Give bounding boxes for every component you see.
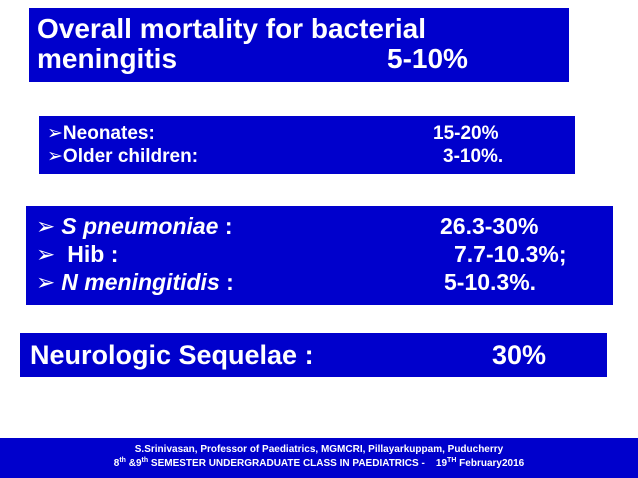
overall-mortality-box: Overall mortality for bacterial meningit… (29, 8, 569, 82)
age-group-value: 15-20% (433, 123, 499, 144)
arrow-bullet-icon: ➢ (36, 241, 56, 267)
age-group-label: Older children: (62, 146, 199, 167)
organism-name: Hib (67, 241, 105, 267)
overall-mortality-line2: meningitis 5-10% (37, 44, 569, 74)
organism-value: 7.7-10.3%; (454, 241, 567, 267)
organism-row-s-pneumoniae: ➢ S pneumoniae : 26.3-30% (36, 212, 613, 240)
organism-name: N meningitidis (61, 269, 220, 295)
arrow-bullet-icon: ➢ (47, 123, 63, 144)
footer-author-line: S.Srinivasan, Professor of Paediatrics, … (134, 444, 504, 455)
neurologic-sequelae-box: Neurologic Sequelae : 30% (20, 333, 607, 377)
arrow-bullet-icon: ➢ (47, 146, 63, 167)
organism-row-hib: ➢ Hib : 7.7-10.3%; (36, 240, 613, 268)
overall-mortality-value: 5-10% (387, 43, 468, 74)
organism-mortality-box: ➢ S pneumoniae : 26.3-30% ➢ Hib : 7.7-10.3… (26, 206, 613, 305)
age-group-row-older-children: ➢Older children: 3-10%. (47, 145, 575, 168)
overall-mortality-line1: Overall mortality for bacterial (37, 14, 569, 44)
organism-separator: : (218, 213, 233, 239)
organism-name: S pneumoniae (61, 213, 219, 239)
age-group-box: ➢Neonates: 15-20% ➢Older children: 3-10%… (39, 116, 575, 174)
age-group-value: 3-10%. (443, 146, 504, 167)
organism-separator: : (219, 269, 234, 295)
organism-separator: : (104, 241, 119, 267)
footer-class-line: 8th &9th SEMESTER UNDERGRADUATE CLASS IN… (113, 457, 525, 469)
overall-mortality-heading: Overall mortality for bacterial (37, 13, 427, 44)
meningitis-label: meningitis (37, 43, 178, 74)
arrow-bullet-icon: ➢ (36, 269, 56, 295)
organism-value: 5-10.3%. (444, 269, 537, 295)
footer-banner: S.Srinivasan, Professor of Paediatrics, … (0, 438, 638, 478)
organism-value: 26.3-30% (440, 213, 539, 239)
age-group-row-neonates: ➢Neonates: 15-20% (47, 122, 575, 145)
arrow-bullet-icon: ➢ (36, 213, 56, 239)
neurologic-sequelae-row: Neurologic Sequelae : 30% (30, 340, 607, 370)
neurologic-sequelae-label: Neurologic Sequelae : (30, 340, 314, 370)
neurologic-sequelae-value: 30% (492, 340, 547, 370)
age-group-label: Neonates: (62, 123, 155, 144)
organism-row-n-meningitidis: ➢ N meningitidis : 5-10.3%. (36, 268, 613, 296)
